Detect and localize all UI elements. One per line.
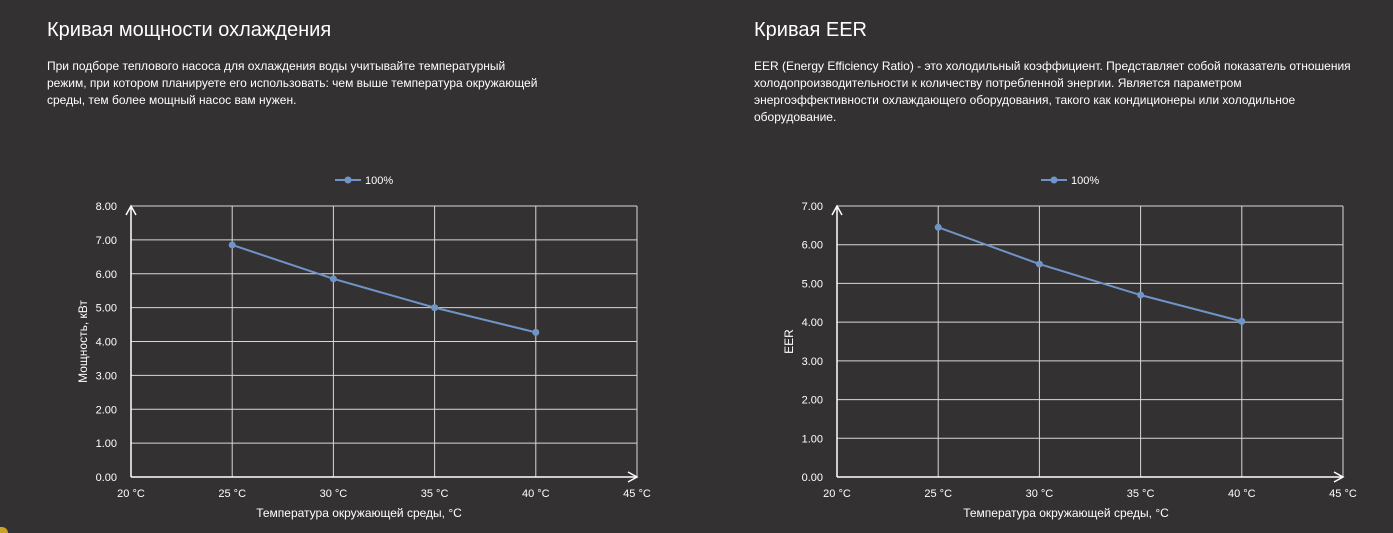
legend-label: 100% <box>365 175 393 187</box>
eer-description: EER (Energy Efficiency Ratio) - это холо… <box>754 59 1351 124</box>
series-line <box>231 244 537 334</box>
y-axis-title: Мощность, кВт <box>76 300 90 383</box>
corner-accent <box>0 527 8 533</box>
data-point <box>431 304 439 312</box>
x-tick-label: 40 °C <box>522 488 550 500</box>
x-tick-label: 25 °C <box>218 488 246 500</box>
y-tick-label: 7.00 <box>96 235 117 247</box>
y-tick-label: 5.00 <box>96 303 117 315</box>
x-axis-title: Температура окружающей среды, °C <box>256 506 462 520</box>
x-tick-label: 35 °C <box>421 488 449 500</box>
y-tick-label: 3.00 <box>96 370 117 382</box>
x-tick-label: 20 °C <box>117 488 145 500</box>
x-tick-label: 30 °C <box>320 488 348 500</box>
y-tick-label: 0.00 <box>96 472 117 484</box>
cooling-capacity-description: При подборе теплового насоса для охлажде… <box>47 59 538 107</box>
legend-marker <box>344 176 352 184</box>
cooling-capacity-title: Кривая мощности охлаждения <box>47 19 332 41</box>
data-point <box>228 241 236 249</box>
data-point <box>329 275 337 283</box>
y-tick-label: 1.00 <box>96 438 117 450</box>
eer-title: Кривая EER <box>754 19 867 41</box>
y-tick-label: 6.00 <box>96 269 117 281</box>
y-axis-arrow <box>125 204 137 216</box>
y-tick-label: 4.00 <box>96 337 117 349</box>
y-tick-label: 8.00 <box>96 201 117 213</box>
x-tick-label: 45 °C <box>623 488 651 500</box>
x-axis-arrow <box>627 471 639 483</box>
y-tick-label: 2.00 <box>96 404 117 416</box>
data-point <box>532 328 540 336</box>
